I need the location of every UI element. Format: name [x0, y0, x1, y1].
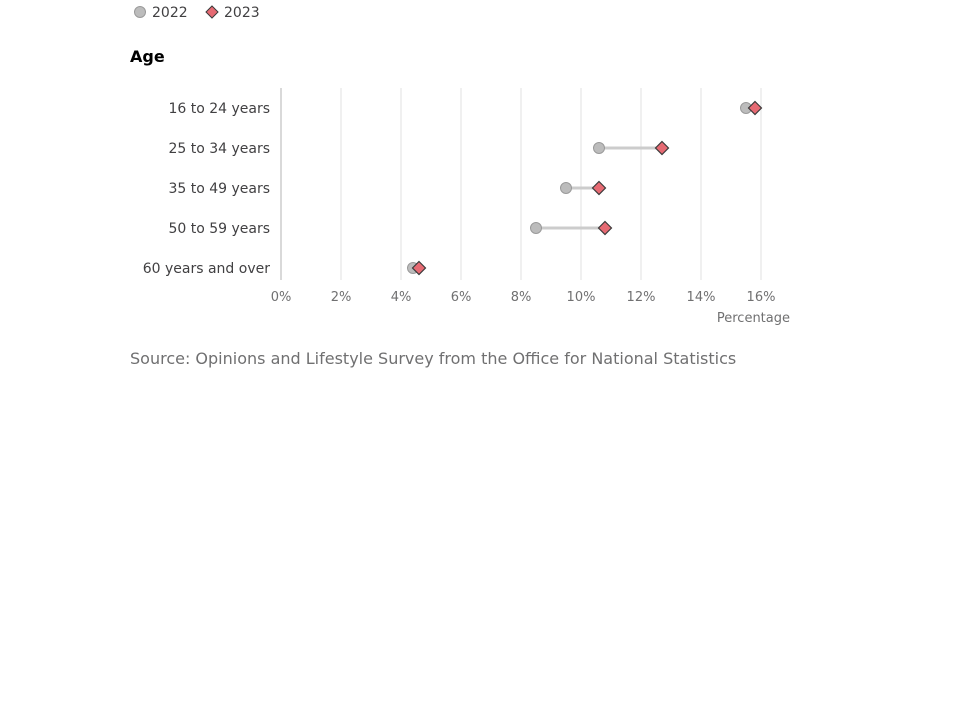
x-tick-label: 12%: [627, 290, 656, 305]
point-2022[interactable]: [530, 222, 542, 234]
legend-marker-2022: [134, 6, 146, 18]
markers: [407, 100, 763, 276]
point-2023[interactable]: [597, 220, 613, 236]
legend-label-2023: 2023: [224, 5, 260, 21]
x-axis-title: Percentage: [717, 311, 790, 326]
x-tick-label: 14%: [687, 290, 716, 305]
category-labels: 16 to 24 years 25 to 34 years 35 to 49 yea…: [143, 101, 270, 277]
gridlines: [280, 88, 762, 280]
x-tick-label: 6%: [451, 290, 472, 305]
point-2023[interactable]: [411, 260, 427, 276]
legend-marker-2023: [205, 5, 219, 19]
x-tick-label: 10%: [567, 290, 596, 305]
source-note: Source: Opinions and Lifestyle Survey fr…: [130, 349, 737, 368]
point-2023[interactable]: [747, 100, 763, 116]
point-2023[interactable]: [591, 180, 607, 196]
category-label: 50 to 59 years: [168, 221, 270, 237]
category-label: 60 years and over: [143, 261, 270, 277]
legend: 2022 2023: [134, 5, 260, 21]
point-2022[interactable]: [593, 142, 605, 154]
x-tick-label: 0%: [271, 290, 292, 305]
chart: 2022 2023 Age 16 to 24 years 25 to 34 year…: [130, 5, 790, 326]
x-tick-label: 16%: [747, 290, 776, 305]
connectors: [413, 106, 755, 270]
point-2023[interactable]: [654, 140, 670, 156]
facet-title-age: Age: [130, 47, 165, 66]
x-tick-label: 4%: [391, 290, 412, 305]
x-tick-label: 2%: [331, 290, 352, 305]
category-label: 16 to 24 years: [168, 101, 270, 117]
category-label: 25 to 34 years: [168, 141, 270, 157]
category-label: 35 to 49 years: [168, 181, 270, 197]
point-2022[interactable]: [560, 182, 572, 194]
x-tick-label: 8%: [511, 290, 532, 305]
x-axis-ticks: 0% 2% 4% 6% 8% 10% 12% 14% 16%: [271, 290, 776, 305]
legend-label-2022: 2022: [152, 5, 188, 21]
